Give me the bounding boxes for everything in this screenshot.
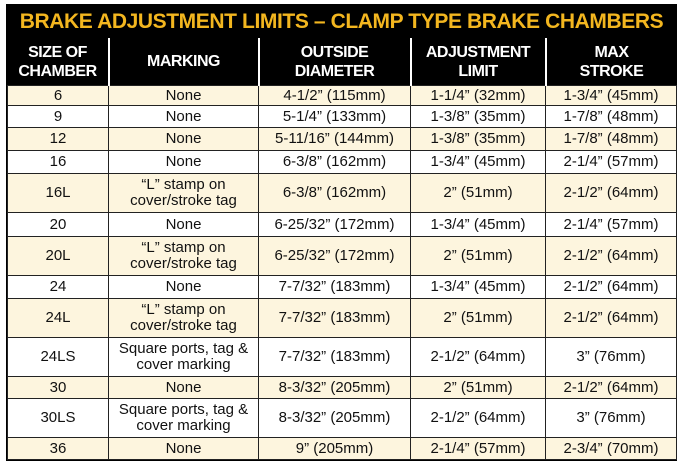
cell-chamber-size: 6 [7, 85, 109, 106]
cell-chamber-size: 12 [7, 127, 109, 151]
cell-adjustment-limit: 2-1/2” (64mm) [410, 337, 546, 377]
table-row: 24L “L” stamp on cover/stroke tag 7-7/32” … [7, 298, 677, 338]
cell-adjustment-limit: 2” (51mm) [410, 376, 546, 399]
header-text: ADJUSTMENT LIMIT [425, 43, 531, 80]
header-row: SIZE OF CHAMBER MARKING OUTSIDE DIAMETER ADJU… [7, 38, 677, 86]
cell-max-stroke: 2-1/2” (64mm) [545, 173, 677, 213]
table-row: 36 None 9” (205mm) 2-1/4” (57mm) 2-3/4” (70m… [7, 437, 677, 460]
cell-chamber-size: 16 [7, 150, 109, 174]
cell-chamber-size: 30LS [7, 398, 109, 438]
cell-max-stroke: 2-1/2” (64mm) [545, 376, 677, 399]
cell-adjustment-limit: 2-1/2” (64mm) [410, 398, 546, 438]
cell-outside-diameter: 6-25/32” (172mm) [258, 236, 411, 276]
header-adjustment-limit: ADJUSTMENT LIMIT [409, 38, 546, 86]
cell-max-stroke: 2-1/2” (64mm) [545, 275, 677, 299]
table-row: 6 None 4-1/2” (115mm) 1-1/4” (32mm) 1-3/4” (… [7, 85, 677, 106]
cell-adjustment-limit: 1-1/4” (32mm) [410, 85, 546, 106]
cell-outside-diameter: 5-11/16” (144mm) [258, 127, 411, 151]
cell-outside-diameter: 4-1/2” (115mm) [258, 85, 411, 106]
cell-outside-diameter: 8-3/32” (205mm) [258, 376, 411, 399]
cell-chamber-size: 36 [7, 437, 109, 460]
cell-adjustment-limit: 2” (51mm) [410, 298, 546, 338]
cell-max-stroke: 2-1/4” (57mm) [545, 150, 677, 174]
table-row: 20L “L” stamp on cover/stroke tag 6-25/32”… [7, 236, 677, 276]
cell-chamber-size: 24 [7, 275, 109, 299]
table-title: BRAKE ADJUSTMENT LIMITS – CLAMP TYPE BRA… [7, 4, 676, 38]
table-row: 24LS Square ports, tag & cover marking 7-7… [7, 337, 677, 377]
cell-max-stroke: 2-1/4” (57mm) [545, 212, 677, 237]
cell-outside-diameter: 9” (205mm) [258, 437, 411, 460]
header-marking: MARKING [107, 38, 259, 86]
table-title-text: BRAKE ADJUSTMENT LIMITS – CLAMP TYPE BRA… [19, 10, 664, 33]
table-row: 20 None 6-25/32” (172mm) 1-3/4” (45mm) 2-1/4… [7, 212, 677, 237]
cell-chamber-size: 9 [7, 105, 109, 128]
cell-max-stroke: 2-1/2” (64mm) [545, 236, 677, 276]
cell-adjustment-limit: 2” (51mm) [410, 236, 546, 276]
brake-limits-table-panel: BRAKE ADJUSTMENT LIMITS – CLAMP TYPE BRA… [6, 4, 677, 461]
cell-max-stroke: 2-1/2” (64mm) [545, 298, 677, 338]
table-row: 9 None 5-1/4” (133mm) 1-3/8” (35mm) 1-7/8” (… [7, 105, 677, 128]
cell-max-stroke: 1-7/8” (48mm) [545, 105, 677, 128]
cell-marking: Square ports, tag & cover marking [108, 337, 259, 377]
cell-chamber-size: 16L [7, 173, 109, 213]
cell-chamber-size: 20L [7, 236, 109, 276]
cell-chamber-size: 24LS [7, 337, 109, 377]
cell-max-stroke: 2-3/4” (70mm) [545, 437, 677, 460]
cell-outside-diameter: 6-3/8” (162mm) [258, 173, 411, 213]
header-outside-diameter: OUTSIDE DIAMETER [257, 38, 411, 86]
cell-marking: None [108, 376, 259, 399]
cell-adjustment-limit: 1-3/4” (45mm) [410, 212, 546, 237]
cell-adjustment-limit: 1-3/4” (45mm) [410, 275, 546, 299]
cell-outside-diameter: 5-1/4” (133mm) [258, 105, 411, 128]
cell-adjustment-limit: 1-3/8” (35mm) [410, 105, 546, 128]
cell-marking: None [108, 105, 259, 128]
cell-max-stroke: 3” (76mm) [545, 337, 677, 377]
cell-adjustment-limit: 2” (51mm) [410, 173, 546, 213]
cell-outside-diameter: 7-7/32” (183mm) [258, 337, 411, 377]
table-row: 16L “L” stamp on cover/stroke tag 6-3/8” (… [7, 173, 677, 213]
cell-outside-diameter: 6-25/32” (172mm) [258, 212, 411, 237]
header-text: SIZE OF CHAMBER [18, 43, 97, 80]
cell-adjustment-limit: 2-1/4” (57mm) [410, 437, 546, 460]
cell-marking: “L” stamp on cover/stroke tag [108, 298, 259, 338]
cell-max-stroke: 3” (76mm) [545, 398, 677, 438]
cell-marking: “L” stamp on cover/stroke tag [108, 236, 259, 276]
table-row: 24 None 7-7/32” (183mm) 1-3/4” (45mm) 2-1/2”… [7, 275, 677, 299]
cell-adjustment-limit: 1-3/8” (35mm) [410, 127, 546, 151]
cell-chamber-size: 20 [7, 212, 109, 237]
table-row: 30LS Square ports, tag & cover marking 8-3… [7, 398, 677, 438]
cell-outside-diameter: 8-3/32” (205mm) [258, 398, 411, 438]
table-row: 16 None 6-3/8” (162mm) 1-3/4” (45mm) 2-1/4” … [7, 150, 677, 174]
cell-marking: None [108, 212, 259, 237]
cell-chamber-size: 24L [7, 298, 109, 338]
header-text: MAX STROKE [579, 43, 644, 80]
cell-marking: Square ports, tag & cover marking [108, 398, 259, 438]
header-text: OUTSIDE DIAMETER [294, 43, 375, 80]
cell-outside-diameter: 6-3/8” (162mm) [258, 150, 411, 174]
cell-max-stroke: 1-3/4” (45mm) [545, 85, 677, 106]
header-text: MARKING [147, 53, 220, 70]
cell-marking: None [108, 85, 259, 106]
cell-marking: “L” stamp on cover/stroke tag [108, 173, 259, 213]
cell-chamber-size: 30 [7, 376, 109, 399]
cell-adjustment-limit: 1-3/4” (45mm) [410, 150, 546, 174]
header-size-of-chamber: SIZE OF CHAMBER [7, 38, 109, 86]
cell-max-stroke: 1-7/8” (48mm) [545, 127, 677, 151]
table-row: 12 None 5-11/16” (144mm) 1-3/8” (35mm) 1-7/8… [7, 127, 677, 151]
cell-marking: None [108, 127, 259, 151]
cell-marking: None [108, 150, 259, 174]
cell-marking: None [108, 437, 259, 460]
cell-outside-diameter: 7-7/32” (183mm) [258, 275, 411, 299]
header-max-stroke: MAX STROKE [544, 38, 677, 86]
table-row: 30 None 8-3/32” (205mm) 2” (51mm) 2-1/2” (64… [7, 376, 677, 399]
cell-marking: None [108, 275, 259, 299]
brake-limits-table: SIZE OF CHAMBER MARKING OUTSIDE DIAMETER ADJU… [7, 38, 677, 460]
cell-outside-diameter: 7-7/32” (183mm) [258, 298, 411, 338]
